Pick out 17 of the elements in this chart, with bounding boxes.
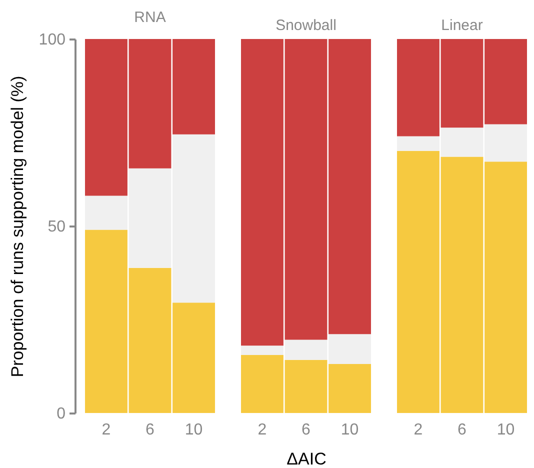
x-tick-label: 10 [496,422,515,438]
x-tick-label: 2 [102,422,111,438]
x-tick-label: 2 [258,422,267,438]
y-tick-label: 100 [38,32,66,48]
x-tick-label: 6 [146,422,155,438]
x-tick-label: 10 [184,422,203,438]
y-tick-label: 0 [56,406,66,422]
x-tick-label: 2 [414,422,423,438]
x-axis-title: ΔAIC [286,450,326,468]
x-tick-label: 10 [340,422,359,438]
chart-title: Snowball [276,17,336,34]
chart-title: Linear [441,17,483,34]
chart-title: RNA [134,9,166,26]
x-tick-label: 6 [458,422,467,438]
x-tick-label: 6 [302,422,311,438]
y-tick-label: 50 [48,218,66,236]
y-axis-title: Proportion of runs supporting model (%) [8,76,27,378]
